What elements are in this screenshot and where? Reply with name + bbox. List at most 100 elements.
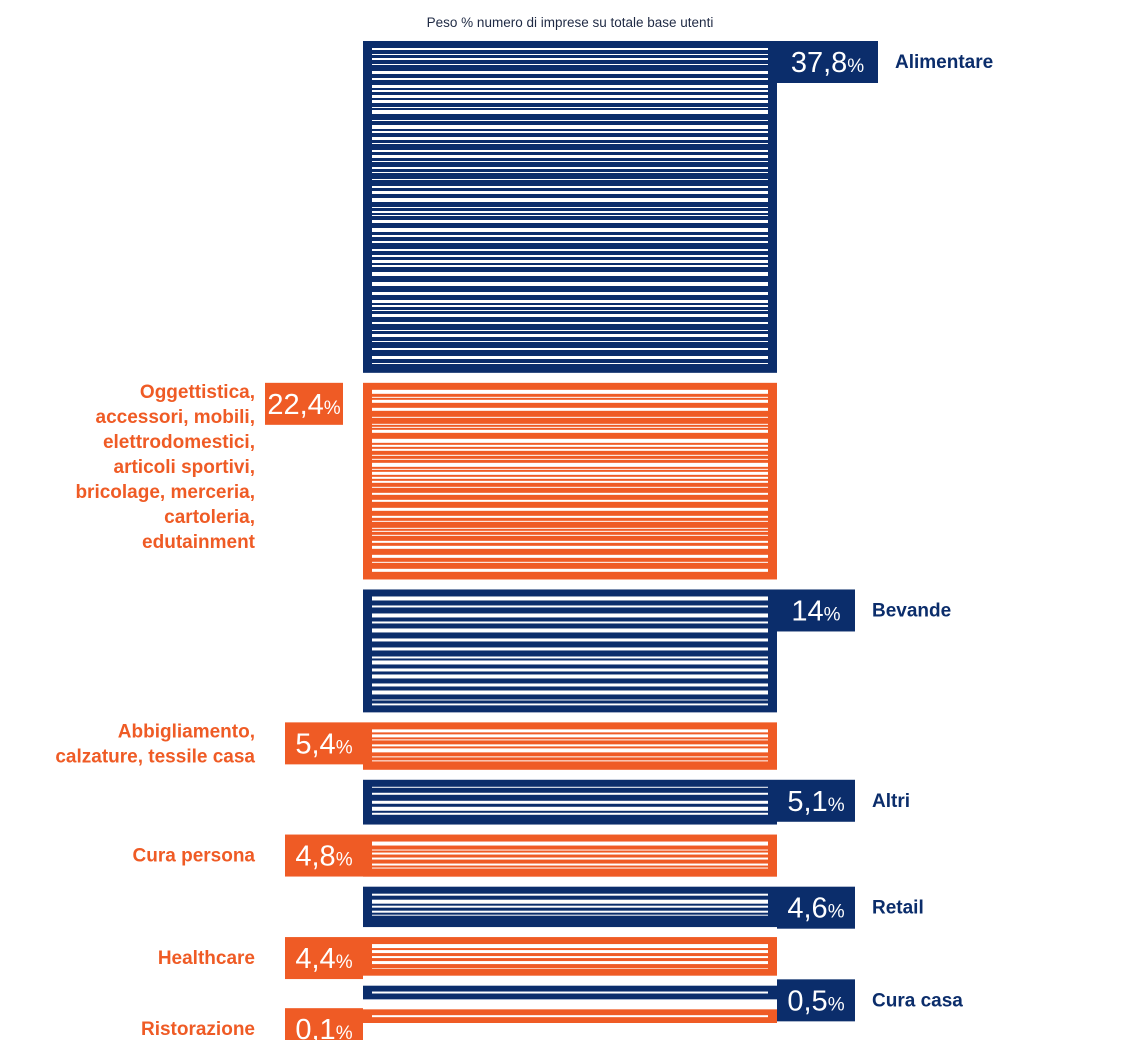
barcode-stripe — [372, 220, 768, 223]
barcode-stripe — [372, 71, 768, 74]
barcode-stripe — [372, 389, 768, 394]
barcode-stripe — [372, 756, 768, 758]
barcode-stripe — [372, 85, 768, 88]
category-label-retail: Retail — [872, 898, 924, 919]
value-label: 4,8% — [295, 841, 352, 873]
barcode-stripe — [372, 499, 768, 502]
barcode-stripe — [372, 568, 768, 572]
bar-healthcare — [363, 937, 777, 976]
value-box-bevande: 14% — [777, 589, 855, 632]
barcode-stripe — [372, 950, 768, 954]
barcode-stripe — [372, 476, 768, 479]
barcode-stripe — [372, 748, 768, 753]
barcode-stripe — [372, 638, 768, 642]
barcode-stripe — [372, 841, 768, 846]
bar-cura-persona — [363, 834, 777, 877]
category-label-ristorazione: Ristorazione — [141, 1019, 255, 1040]
value-box-oggettistica: 22,4% — [265, 382, 343, 425]
category-label-line: calzature, tessile casa — [55, 746, 255, 767]
barcode-stripe — [372, 64, 768, 65]
category-label-alimentare: Alimentare — [895, 52, 993, 73]
barcode-stripe — [372, 341, 768, 342]
barcode-stripe — [372, 613, 768, 618]
barcode-stripe — [372, 207, 768, 208]
barcode-stripe — [372, 125, 768, 129]
value-unit: % — [336, 1023, 353, 1040]
barcode-stripe — [372, 956, 768, 959]
category-label-line: Alimentare — [895, 52, 993, 73]
barcode-stripe — [372, 48, 768, 50]
value-unit: % — [824, 604, 841, 625]
bar-ristorazione — [363, 1009, 777, 1023]
barcode-stripe — [372, 554, 768, 558]
barcode-stripe — [372, 448, 768, 451]
barcode-stripe — [372, 110, 768, 114]
barcode-stripe — [372, 305, 768, 307]
value-box-bg — [285, 937, 363, 980]
barcode-stripe — [372, 186, 768, 188]
barcode-stripe — [372, 905, 768, 908]
barcode-stripe — [372, 330, 768, 331]
barcode-stripe — [372, 893, 768, 896]
barcode-stripe — [372, 235, 768, 237]
value-label: 4,4% — [295, 943, 352, 975]
value-box-bg — [777, 589, 855, 632]
barcode-stripe — [372, 100, 768, 103]
barcode-stripe — [372, 534, 768, 536]
barcode-stripe — [372, 444, 768, 447]
bar-retail — [363, 886, 777, 928]
bar-blocks — [363, 41, 777, 1023]
value-labels: 37,8%22,4%14%5,4%5,1%4,8%4,6%4,4%0,5%0,1… — [265, 41, 878, 1040]
barcode-stripe — [372, 760, 768, 762]
barcode-stripe — [372, 857, 768, 860]
barcode-stripe — [372, 314, 768, 317]
barcode-stripe — [372, 605, 768, 608]
value-box-bg — [265, 382, 343, 425]
barcode-stripe — [372, 486, 768, 488]
category-label-line: bricolage, merceria, — [75, 482, 255, 503]
category-label-line: elettrodomestici, — [103, 432, 255, 453]
value-box-cura-persona: 4,8% — [285, 834, 363, 877]
barcode-stripe — [372, 961, 768, 965]
barcode-stripe — [372, 739, 768, 741]
bar-alimentare — [363, 41, 777, 373]
value-unit: % — [324, 398, 341, 419]
barcode-stripe — [372, 322, 768, 324]
value-number: 5,4 — [295, 728, 335, 760]
barcode-stripe — [372, 561, 768, 563]
barcode-stripe — [372, 260, 768, 263]
barcode-stripe — [372, 78, 768, 80]
barcode-stripe — [372, 471, 768, 475]
category-label-line: Cura persona — [133, 846, 256, 867]
barcode-stripe — [372, 167, 768, 169]
category-label-line: articoli sportivi, — [114, 457, 255, 478]
barcode-stripe — [372, 249, 768, 251]
value-number: 37,8 — [791, 47, 847, 79]
barcode-stripe — [372, 699, 768, 701]
value-unit: % — [828, 795, 845, 816]
barcode-stripe — [372, 668, 768, 672]
value-unit: % — [828, 994, 845, 1015]
barcode-stripe — [372, 150, 768, 152]
barcode-stripe — [372, 462, 768, 467]
value-box-bg — [777, 979, 855, 1022]
barcode-stripe — [372, 656, 768, 659]
barcode-stripe — [372, 438, 768, 443]
value-label: 22,4% — [267, 389, 340, 421]
value-box-alimentare: 37,8% — [777, 41, 878, 83]
value-label: 0,5% — [787, 985, 844, 1017]
value-label: 4,6% — [787, 893, 844, 925]
barcode-stripe — [372, 429, 768, 433]
barcode-stripe — [372, 211, 768, 213]
value-box-retail: 4,6% — [777, 886, 855, 929]
value-label: 0,1% — [295, 1014, 352, 1040]
category-label-line: Ristorazione — [141, 1019, 255, 1040]
bar-oggettistica — [363, 382, 777, 580]
barcode-stripe — [372, 507, 768, 511]
category-label-line: Cura casa — [872, 990, 963, 1011]
category-label-line: accessori, mobili, — [96, 407, 255, 428]
barcode-stripe — [372, 515, 768, 518]
value-box-cura-casa: 0,5% — [777, 979, 855, 1022]
category-label-line: Altri — [872, 791, 910, 812]
barcode-stripe — [372, 90, 768, 92]
